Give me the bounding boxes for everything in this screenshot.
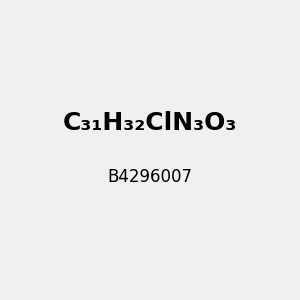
Text: B4296007: B4296007 [107, 168, 193, 186]
Text: C₃₁H₃₂ClN₃O₃: C₃₁H₃₂ClN₃O₃ [63, 111, 237, 135]
